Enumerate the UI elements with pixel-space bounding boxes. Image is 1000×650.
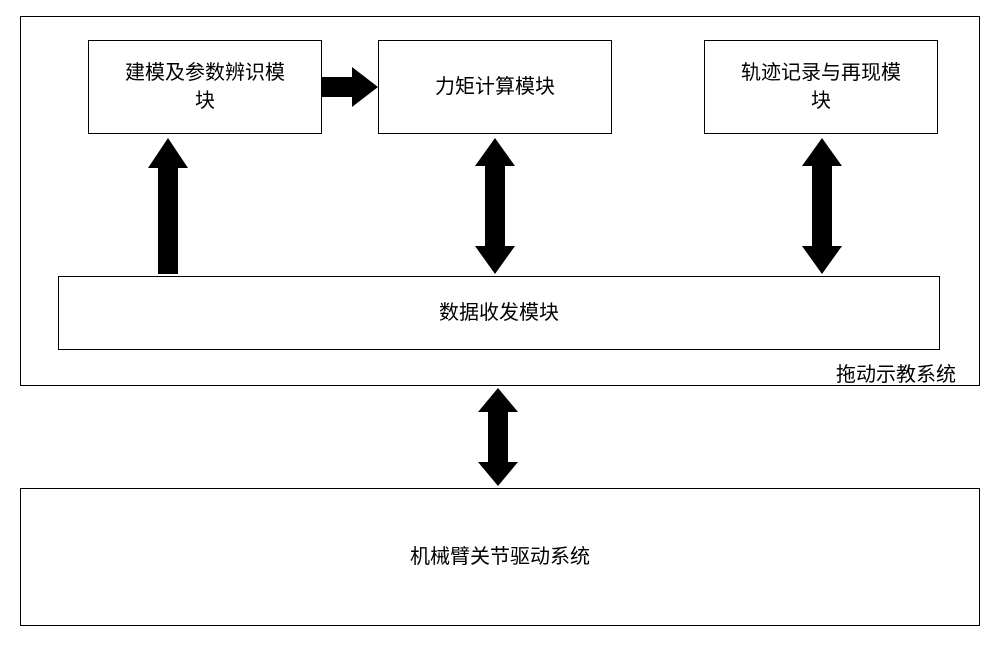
teaching-system-label: 拖动示教系统 — [836, 358, 956, 387]
modeling-label: 建模及参数辨识模 块 — [125, 59, 285, 115]
arrow-data-trajectory — [802, 138, 842, 274]
trajectory-label: 轨迹记录与再现模 块 — [741, 59, 901, 115]
trajectory-box: 轨迹记录与再现模 块 — [704, 40, 938, 134]
torque-label: 力矩计算模块 — [435, 73, 555, 101]
arrow-data-to-modeling — [148, 138, 188, 274]
modeling-box: 建模及参数辨识模 块 — [88, 40, 322, 134]
data-txrx-label: 数据收发模块 — [439, 299, 559, 327]
arrow-data-torque — [475, 138, 515, 274]
data-txrx-box: 数据收发模块 — [58, 276, 940, 350]
torque-box: 力矩计算模块 — [378, 40, 612, 134]
arm-drive-label: 机械臂关节驱动系统 — [410, 543, 590, 571]
arm-drive-box: 机械臂关节驱动系统 — [20, 488, 980, 626]
arrow-modeling-to-torque — [322, 67, 378, 107]
arrow-data-arm — [478, 388, 518, 486]
